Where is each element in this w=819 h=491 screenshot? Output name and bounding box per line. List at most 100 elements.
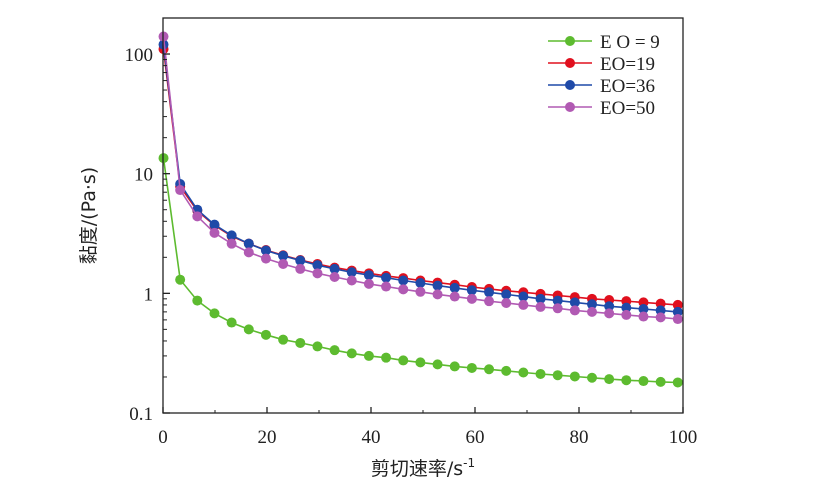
y-tick-label: 10 xyxy=(134,165,153,186)
data-point xyxy=(484,364,495,375)
data-point xyxy=(192,295,203,306)
data-point xyxy=(175,185,186,196)
data-point xyxy=(501,289,512,300)
data-point xyxy=(535,301,546,312)
series-3 xyxy=(158,39,683,317)
data-point xyxy=(175,274,186,285)
data-point xyxy=(226,238,237,249)
data-point xyxy=(278,258,289,269)
data-point xyxy=(587,299,597,310)
data-point xyxy=(569,297,580,308)
data-point xyxy=(260,329,271,340)
x-axis-label-main: 剪切速率/s xyxy=(371,458,463,480)
data-point xyxy=(466,285,477,296)
x-tick-label: 20 xyxy=(258,427,277,448)
data-point xyxy=(552,370,563,381)
legend-label: EO=19 xyxy=(600,54,655,75)
data-point xyxy=(243,238,254,249)
data-point xyxy=(552,295,563,306)
data-point xyxy=(672,306,683,317)
data-point xyxy=(312,341,323,352)
y-tick-label: 0.1 xyxy=(129,404,153,425)
legend-marker xyxy=(565,102,575,112)
legend-label: EO=36 xyxy=(600,76,655,97)
data-point xyxy=(415,278,426,289)
legend-item: EO=36 xyxy=(548,76,655,97)
axes: 0 20 40 60 80 100 0.1 1 10 100 xyxy=(125,17,698,448)
data-point xyxy=(621,309,632,320)
data-point xyxy=(329,263,340,274)
data-point xyxy=(638,311,649,322)
legend-item: E O = 9 xyxy=(548,32,660,53)
data-point xyxy=(295,263,306,274)
data-point xyxy=(535,368,546,379)
data-point xyxy=(432,289,443,300)
data-point xyxy=(226,230,237,241)
data-point xyxy=(638,376,649,387)
data-point xyxy=(346,275,357,286)
data-point xyxy=(209,227,220,238)
data-point xyxy=(398,275,409,286)
data-point xyxy=(484,296,495,307)
legend-marker xyxy=(565,36,575,46)
data-point xyxy=(449,361,460,372)
data-point xyxy=(209,308,220,319)
x-tick-label: 100 xyxy=(669,427,698,448)
data-point xyxy=(655,312,666,323)
x-axis-label-superscript: -1 xyxy=(463,456,475,470)
data-point xyxy=(638,303,649,314)
data-point xyxy=(312,260,323,271)
data-point xyxy=(243,324,254,335)
data-point xyxy=(329,345,340,356)
x-tick-label: 60 xyxy=(466,427,485,448)
data-point xyxy=(518,299,529,310)
legend-label: E O = 9 xyxy=(600,32,660,53)
data-point xyxy=(260,245,271,256)
data-point xyxy=(552,303,563,314)
data-point xyxy=(278,334,289,345)
data-point xyxy=(518,291,529,302)
data-point xyxy=(295,255,306,266)
x-axis-label: 剪切速率/s-1 xyxy=(371,456,475,480)
data-point xyxy=(363,270,374,281)
data-point xyxy=(501,298,512,309)
data-point xyxy=(312,268,323,279)
legend-marker xyxy=(565,80,575,90)
data-point xyxy=(449,282,460,293)
data-point xyxy=(260,253,271,264)
data-point xyxy=(449,291,460,302)
data-point xyxy=(432,359,443,370)
data-point xyxy=(604,308,615,319)
x-tick-label: 40 xyxy=(362,427,381,448)
x-tick-label: 80 xyxy=(570,427,589,448)
data-point xyxy=(587,306,597,317)
data-point xyxy=(381,281,392,292)
data-point xyxy=(398,355,409,366)
data-point xyxy=(604,374,615,385)
data-point xyxy=(398,284,409,295)
data-point xyxy=(672,314,683,325)
legend-label: EO=50 xyxy=(600,98,655,119)
data-point xyxy=(363,278,374,289)
data-point xyxy=(329,271,340,282)
data-point xyxy=(569,305,580,316)
data-point xyxy=(655,305,666,316)
data-point xyxy=(346,267,357,278)
data-point xyxy=(295,337,306,348)
data-point xyxy=(192,211,203,222)
data-point xyxy=(415,286,426,297)
data-point xyxy=(587,372,597,383)
y-tick-label: 1 xyxy=(144,284,154,305)
data-point xyxy=(501,365,512,376)
x-tick-label: 0 xyxy=(158,427,168,448)
data-point xyxy=(381,352,392,363)
data-point xyxy=(672,377,683,388)
series-1 xyxy=(158,153,683,388)
data-point xyxy=(518,367,529,378)
legend-marker xyxy=(565,58,575,68)
data-point xyxy=(381,272,392,283)
data-point xyxy=(621,302,632,313)
data-point xyxy=(243,247,254,258)
